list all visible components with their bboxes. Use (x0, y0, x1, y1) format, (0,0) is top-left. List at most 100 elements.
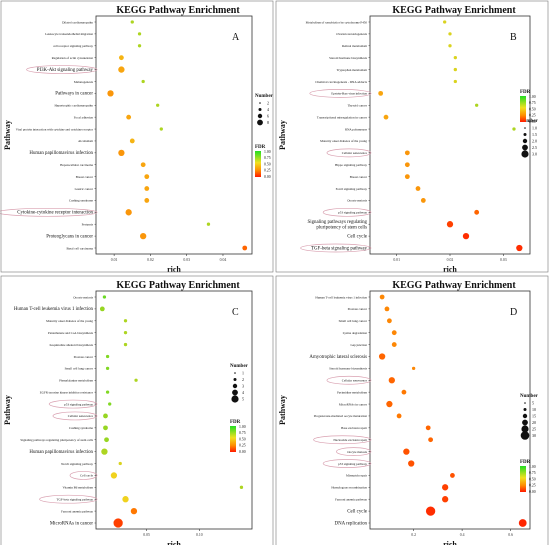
fdr-legend-label: 0.00 (529, 490, 536, 494)
x-tick-label: 0.2 (411, 533, 416, 537)
pathway-label: Alcoholism (78, 139, 93, 143)
fdr-legend-label: 0.75 (529, 101, 536, 105)
fdr-legend-label: 0.25 (529, 114, 536, 118)
pathway-label: p53 signaling pathway (338, 211, 367, 215)
data-point (134, 378, 138, 382)
pathway-label: Prostate cancer (74, 355, 94, 359)
pathway-label: Epstein-Barr virus infection (331, 92, 367, 96)
x-tick-label: 0.10 (196, 533, 203, 537)
data-point (105, 390, 110, 394)
size-legend-dot (524, 127, 526, 129)
size-legend-label: 20 (532, 420, 536, 425)
fdr-legend-label: 1.00 (529, 95, 536, 99)
fdr-colorbar (520, 96, 526, 122)
plot-frame (95, 15, 253, 255)
pathway-label: Retinol metabolism (342, 44, 368, 48)
data-point (137, 44, 142, 48)
pathway-label: MicroRNAs in cancer (50, 521, 94, 526)
pathway-label: Dilated cardiomyopathy (62, 20, 93, 24)
size-legend-dot (257, 113, 263, 119)
pathway-label: cell receptor signaling pathway (53, 44, 93, 48)
data-point (453, 79, 457, 84)
data-point (383, 114, 389, 120)
pathway-label: Fanconi anemia pathway (61, 509, 93, 513)
pathway-label: DNA replication (335, 521, 368, 526)
data-point (404, 162, 410, 168)
pathway-label: Signaling pathways regulating pluripoten… (20, 438, 93, 442)
size-legend-label: 15 (532, 414, 536, 419)
pathway-label: Proteoglycans in cancer (46, 234, 93, 239)
data-point (110, 472, 118, 479)
size-legend-dot (233, 378, 237, 381)
y-axis-label: Pathway (3, 395, 12, 425)
data-point (516, 244, 523, 252)
data-point (101, 448, 108, 455)
panel-b: KEGG Pathway Enrichment B Pathway rich 0.01 0… (275, 0, 549, 274)
plot-frame (369, 290, 531, 530)
fdr-legend-title: FDR (520, 460, 531, 465)
panel-letter: D (510, 307, 517, 318)
pathway-label: Breast cancer (76, 175, 94, 179)
data-point (448, 32, 452, 36)
pathway-label: Gastric cancer (75, 187, 94, 191)
pathway-label: MicroRNAs in cancer (339, 402, 368, 406)
size-legend-dot (521, 150, 529, 158)
data-point (144, 174, 150, 180)
pathway-label: RNA polymerase (345, 127, 368, 131)
pathway-label: Human T-cell leukemia virus 1 infection (315, 295, 367, 299)
pathway-label: Human papillomavirus infection (29, 151, 93, 156)
data-point (137, 32, 142, 36)
data-point (411, 366, 416, 371)
highlight-ring (313, 435, 372, 445)
size-legend-dot (522, 413, 528, 419)
pathway-label: Cell cycle (80, 474, 93, 478)
size-legend-dot (523, 133, 527, 136)
data-point (442, 484, 449, 491)
data-point (102, 295, 107, 299)
data-point (388, 377, 395, 384)
fdr-colorbar (255, 151, 261, 177)
data-point (442, 496, 449, 503)
fdr-legend-label: 0.00 (529, 120, 536, 124)
data-point (415, 186, 421, 191)
data-point (123, 319, 128, 323)
chart-title: KEGG Pathway Enrichment (116, 5, 240, 16)
pathway-label: Lysine degradation (343, 331, 368, 335)
data-point (144, 198, 150, 203)
size-legend-dot (522, 138, 528, 144)
fdr-legend-title: FDR (230, 420, 241, 425)
y-axis-label: Pathway (3, 120, 12, 150)
highlight-ring (69, 471, 98, 480)
fdr-legend-label: 0.75 (529, 471, 536, 475)
highlight-ring (300, 243, 372, 253)
highlight-ring (322, 207, 372, 217)
size-legend-label: 30 (532, 433, 536, 438)
panel-c: KEGG Pathway Enrichment C Pathway rich 0.05 0… (0, 275, 274, 545)
data-point (453, 67, 457, 72)
pathway-label: TGF-beta signaling pathway (311, 246, 368, 251)
pathway-label: TGF-beta signaling pathway (57, 498, 94, 502)
plot-frame (369, 15, 531, 255)
data-point (428, 437, 434, 443)
pathway-label: Leukocyte transendothelial migration (45, 32, 93, 36)
fdr-legend-label: 0.50 (239, 437, 246, 441)
pathway-label: Focal adhesion (74, 115, 94, 119)
data-point (378, 90, 384, 96)
pathway-label: Hepatocellular carcinoma (60, 163, 93, 167)
size-legend-dot (234, 372, 236, 374)
pathway-label: Cellular senescence (342, 151, 368, 155)
pathway-label: p53 signaling pathway (338, 462, 367, 466)
x-tick-label: 0.05 (143, 533, 150, 537)
data-point (125, 209, 132, 216)
pathway-label: Human papillomavirus infection (29, 450, 93, 455)
data-point (453, 56, 457, 60)
data-point (144, 186, 150, 191)
data-point (104, 437, 109, 443)
fdr-legend-label: 0.50 (529, 107, 536, 111)
x-axis-label: rich (167, 265, 181, 274)
data-point (404, 174, 410, 180)
data-point (130, 507, 138, 515)
pathway-label: Oocyte meiosis (347, 450, 368, 454)
data-point (425, 425, 431, 431)
